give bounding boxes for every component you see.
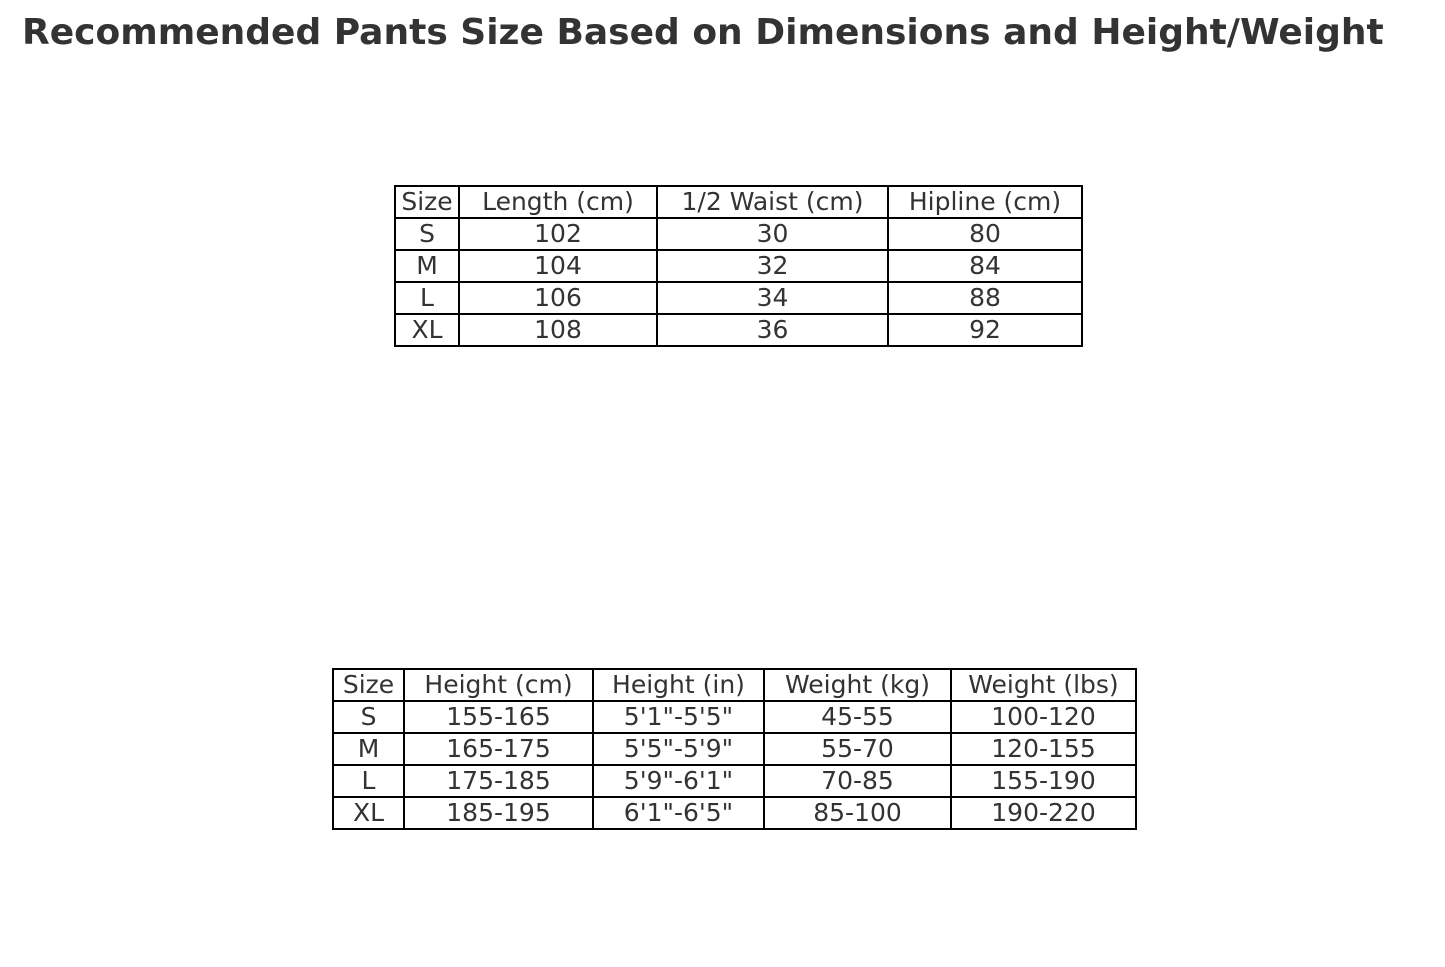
table-cell: 106 bbox=[458, 281, 658, 315]
table-cell: XL bbox=[332, 796, 405, 830]
table-cell: S bbox=[394, 217, 460, 251]
table-cell: M bbox=[332, 732, 405, 766]
table-cell: 155-190 bbox=[950, 764, 1137, 798]
table-cell: 6'1"-6'5" bbox=[592, 796, 765, 830]
table-cell: M bbox=[394, 249, 460, 283]
column-header: Height (in) bbox=[592, 668, 765, 702]
table-cell: 84 bbox=[887, 249, 1083, 283]
table-cell: 104 bbox=[458, 249, 658, 283]
table-cell: 34 bbox=[656, 281, 889, 315]
table-cell: 55-70 bbox=[763, 732, 952, 766]
table-row: L 106 34 88 bbox=[394, 281, 1083, 315]
table-cell: 185-195 bbox=[403, 796, 594, 830]
table-cell: S bbox=[332, 700, 405, 734]
figure-title: Recommended Pants Size Based on Dimensio… bbox=[22, 12, 1384, 53]
pants-dimensions-table: Size Length (cm) 1/2 Waist (cm) Hipline (cm… bbox=[394, 185, 1083, 347]
height-weight-header-row: Size Height (cm) Height (in) Weight (kg) Wei… bbox=[332, 668, 1137, 702]
column-header: Length (cm) bbox=[458, 185, 658, 219]
table-cell: 36 bbox=[656, 313, 889, 347]
table-row: XL 108 36 92 bbox=[394, 313, 1083, 347]
table-cell: 102 bbox=[458, 217, 658, 251]
table-cell: 5'5"-5'9" bbox=[592, 732, 765, 766]
table-cell: 80 bbox=[887, 217, 1083, 251]
table-cell: L bbox=[332, 764, 405, 798]
table-cell: 108 bbox=[458, 313, 658, 347]
column-header: Size bbox=[332, 668, 405, 702]
table-cell: 70-85 bbox=[763, 764, 952, 798]
table-cell: 85-100 bbox=[763, 796, 952, 830]
column-header: Hipline (cm) bbox=[887, 185, 1083, 219]
table-cell: 175-185 bbox=[403, 764, 594, 798]
table-cell: 190-220 bbox=[950, 796, 1137, 830]
table-cell: L bbox=[394, 281, 460, 315]
height-weight-table: Size Height (cm) Height (in) Weight (kg) Wei… bbox=[332, 668, 1137, 830]
table-cell: 5'9"-6'1" bbox=[592, 764, 765, 798]
column-header: Height (cm) bbox=[403, 668, 594, 702]
table-cell: 155-165 bbox=[403, 700, 594, 734]
dimensions-header-row: Size Length (cm) 1/2 Waist (cm) Hipline (cm… bbox=[394, 185, 1083, 219]
table-cell: 100-120 bbox=[950, 700, 1137, 734]
table-cell: 165-175 bbox=[403, 732, 594, 766]
column-header: 1/2 Waist (cm) bbox=[656, 185, 889, 219]
table-row: XL 185-195 6'1"-6'5" 85-100 190-220 bbox=[332, 796, 1137, 830]
table-cell: 32 bbox=[656, 249, 889, 283]
table-row: S 155-165 5'1"-5'5" 45-55 100-120 bbox=[332, 700, 1137, 734]
table-cell: 45-55 bbox=[763, 700, 952, 734]
table-row: M 165-175 5'5"-5'9" 55-70 120-155 bbox=[332, 732, 1137, 766]
table-row: L 175-185 5'9"-6'1" 70-85 155-190 bbox=[332, 764, 1137, 798]
table-cell: 88 bbox=[887, 281, 1083, 315]
table-cell: 92 bbox=[887, 313, 1083, 347]
column-header: Weight (lbs) bbox=[950, 668, 1137, 702]
table-cell: 30 bbox=[656, 217, 889, 251]
table-row: S 102 30 80 bbox=[394, 217, 1083, 251]
column-header: Weight (kg) bbox=[763, 668, 952, 702]
table-row: M 104 32 84 bbox=[394, 249, 1083, 283]
table-cell: 120-155 bbox=[950, 732, 1137, 766]
table-cell: XL bbox=[394, 313, 460, 347]
table-cell: 5'1"-5'5" bbox=[592, 700, 765, 734]
column-header: Size bbox=[394, 185, 460, 219]
